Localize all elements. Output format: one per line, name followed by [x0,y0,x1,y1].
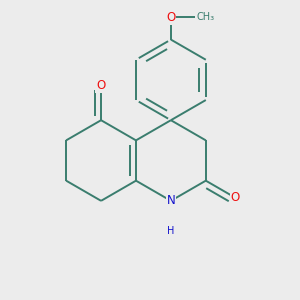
Text: O: O [231,191,240,204]
Text: N: N [167,194,175,207]
Text: CH₃: CH₃ [197,12,215,22]
Text: O: O [96,80,106,92]
Text: O: O [166,11,176,24]
Text: H: H [167,226,175,236]
